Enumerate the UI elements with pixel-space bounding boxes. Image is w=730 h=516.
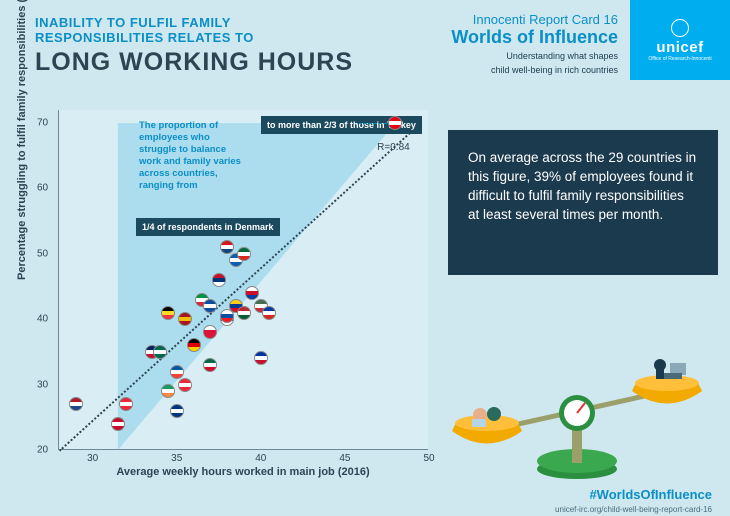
country-point [187, 338, 201, 352]
country-point [237, 306, 251, 320]
country-point [220, 240, 234, 254]
country-point [203, 358, 217, 372]
balance-scale-illustration [442, 321, 712, 481]
country-point [170, 404, 184, 418]
lead-line-turkey [359, 123, 387, 124]
chart-plot-area: The proportion of employees who struggle… [58, 110, 428, 450]
unicef-globe-icon [671, 19, 689, 37]
country-point [203, 299, 217, 313]
country-point [245, 286, 259, 300]
header-block: INABILITY TO FULFIL FAMILY RESPONSIBILIT… [35, 15, 353, 77]
report-card-sub2: child well-being in rich countries [451, 64, 618, 76]
y-tick: 50 [37, 248, 48, 259]
country-point [388, 116, 402, 130]
y-tick: 70 [37, 118, 48, 129]
country-point [254, 351, 268, 365]
country-point [161, 306, 175, 320]
hashtag: #WorldsOfInfluence [589, 487, 712, 502]
x-tick: 50 [423, 453, 434, 464]
key-stat-panel: On average across the 29 countries in th… [448, 130, 718, 275]
supertitle-line1: INABILITY TO FULFIL FAMILY [35, 15, 353, 30]
country-point [178, 312, 192, 326]
x-tick: 45 [339, 453, 350, 464]
source-url: unicef-irc.org/child-well-being-report-c… [555, 505, 712, 514]
y-tick: 40 [37, 314, 48, 325]
country-point [69, 397, 83, 411]
country-point [262, 306, 276, 320]
country-point [111, 417, 125, 431]
report-card-title: Worlds of Influence [451, 27, 618, 48]
annotation-proportion: The proportion of employees who struggle… [139, 120, 249, 192]
report-card-label: Innocenti Report Card 16 [451, 12, 618, 27]
supertitle-line2: RESPONSIBILITIES RELATES TO [35, 30, 353, 45]
country-point [212, 273, 226, 287]
country-point [178, 378, 192, 392]
unicef-wordmark: unicef [656, 39, 703, 56]
key-stat-text: On average across the 29 countries in th… [468, 150, 696, 222]
report-card-block: Innocenti Report Card 16 Worlds of Influ… [451, 12, 618, 76]
report-card-sub1: Understanding what shapes [451, 50, 618, 62]
country-point [161, 384, 175, 398]
scatter-chart: Percentage struggling to fulfil family r… [58, 110, 428, 480]
callout-denmark: 1/4 of respondents in Denmark [136, 218, 280, 236]
y-tick: 30 [37, 379, 48, 390]
x-tick: 40 [255, 453, 266, 464]
country-point [119, 397, 133, 411]
country-point [153, 345, 167, 359]
x-tick: 30 [87, 453, 98, 464]
x-axis-label: Average weekly hours worked in main job … [58, 466, 428, 478]
y-axis-label: Percentage struggling to fulfil family r… [16, 0, 28, 280]
r-value-label: R=0.84 [377, 142, 410, 153]
y-tick: 20 [37, 445, 48, 456]
main-title: LONG WORKING HOURS [35, 48, 353, 77]
x-tick: 35 [171, 453, 182, 464]
country-point [170, 365, 184, 379]
unicef-logo-box: unicef Office of Research-Innocenti [630, 0, 730, 80]
country-point [203, 325, 217, 339]
balance-scale-svg [442, 321, 712, 481]
y-tick: 60 [37, 183, 48, 194]
unicef-office-sub: Office of Research-Innocenti [648, 56, 711, 62]
country-point [237, 247, 251, 261]
